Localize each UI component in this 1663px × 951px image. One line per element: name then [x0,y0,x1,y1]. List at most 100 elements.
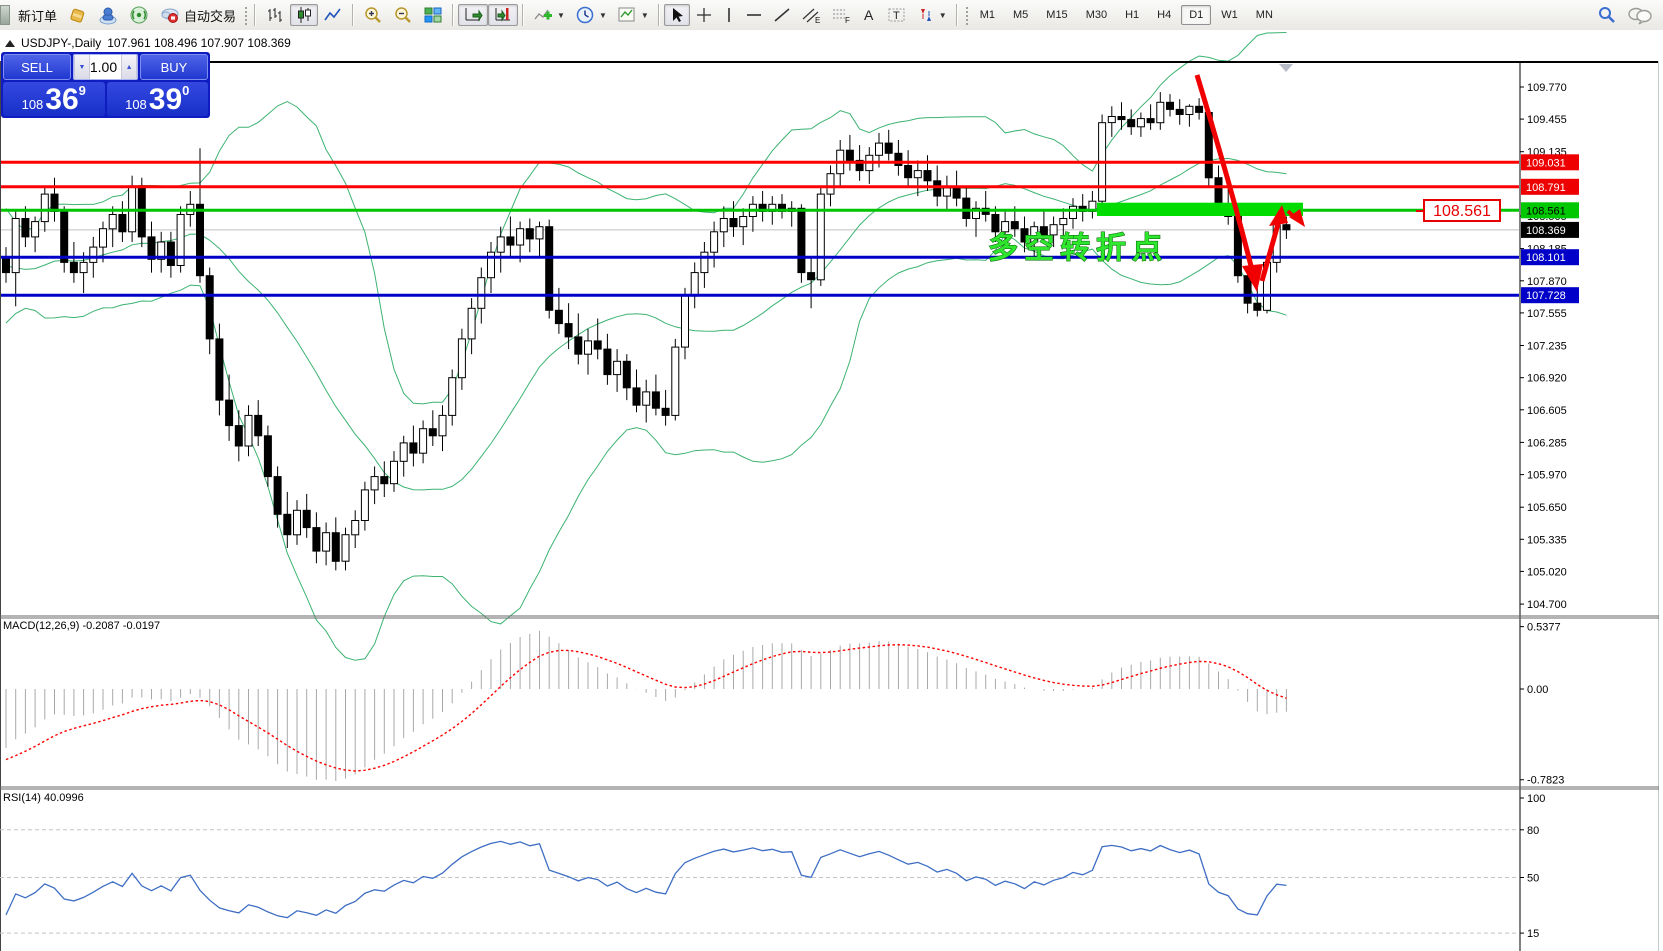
price-tick-label: 109.455 [1527,114,1567,126]
sell-button[interactable]: SELL [3,54,71,80]
toolbar-separator [657,4,660,26]
up-arrow-line[interactable] [1259,223,1281,282]
chart-ohlc-values: 107.961 108.496 107.907 108.369 [107,36,291,50]
auto-trading-label: 自动交易 [184,8,237,24]
signals-button[interactable] [124,4,154,26]
candlestick-button[interactable] [290,4,319,26]
price-tick-label: 104.700 [1527,599,1567,611]
toolbar-drag-handle[interactable] [963,5,969,25]
new-order-button[interactable]: 新订单 [13,4,62,26]
templates-button[interactable]: ▼ [612,4,654,26]
price-marker-108.101 [1521,249,1579,266]
price-marker-108.561 [1521,202,1579,219]
timeframe-h1-button[interactable]: H1 [1125,9,1140,21]
chevron-down-icon[interactable]: ▼ [640,10,649,20]
price-chart[interactable]: 多空转折点108.561109.770109.455109.135108.505… [0,30,1663,951]
toolbar-separator [955,4,958,26]
price-marker-108.369 [1521,221,1579,238]
price-callout-box[interactable] [1423,199,1501,222]
volume-up-button[interactable]: ▲ [121,55,137,79]
down-arrow-line[interactable] [1194,74,1255,271]
line-chart-button[interactable] [318,4,348,26]
cursor-icon [672,8,683,22]
svg-text:F: F [845,16,850,24]
sell-price[interactable]: 108 36 9 [3,82,105,116]
search-icon[interactable] [1597,5,1617,25]
rsi-tick-label: 50 [1527,873,1539,885]
arrows-button[interactable]: ▼ [912,4,952,26]
market-button[interactable] [62,4,92,26]
price-marker-109.031 [1521,154,1579,171]
turning-point-annotation[interactable]: 多空转折点 [988,232,1168,266]
crosshair-icon [696,8,711,22]
collapse-panel-icon[interactable] [5,39,15,47]
periods-icon [576,6,594,24]
channel-button[interactable]: E [796,4,826,26]
buy-button[interactable]: BUY [140,54,208,80]
price-marker-label: 108.791 [1526,182,1566,194]
bollinger-upper-band [5,32,1287,405]
text-label-button[interactable]: T [882,4,912,26]
tile-windows-icon [424,7,442,23]
vertical-line-icon [727,8,730,22]
timeframe-m5-button[interactable]: M5 [1013,9,1029,21]
horizontal-line-button[interactable] [740,4,768,26]
text-button[interactable]: A [856,4,882,26]
zoom-in-button[interactable] [358,4,388,26]
trend-line-button[interactable] [768,4,796,26]
bar-chart-icon [268,8,283,22]
support-zone-rectangle[interactable] [1097,202,1303,216]
tile-windows-button[interactable] [418,4,448,26]
auto-scroll-button[interactable] [458,4,489,26]
svg-text:A: A [864,7,874,23]
chat-icon[interactable] [1627,5,1653,25]
zoom-out-button[interactable] [388,4,418,26]
macd-tick-label: -0.7823 [1527,775,1564,787]
auto-trading-icon [161,8,179,23]
new-order-label: 新订单 [18,8,58,24]
chevron-down-icon[interactable]: ▼ [598,10,607,20]
svg-text:E: E [815,16,820,24]
chart-shift-icon [495,8,511,22]
up-arrowhead-icon [1269,205,1288,226]
buy-price[interactable]: 108 39 0 [106,82,208,116]
crosshair-button[interactable] [690,4,718,26]
fibonacci-button[interactable]: F [826,4,856,26]
chart-shift-button[interactable] [488,4,519,26]
indicators-icon [534,9,553,20]
vertical-line-button[interactable] [718,4,740,26]
chart-window[interactable]: 多空转折点108.561109.770109.455109.135108.505… [0,30,1663,951]
chevron-down-icon[interactable]: ▼ [557,10,565,20]
indicators-button[interactable]: ▼ [528,4,570,26]
line-chart-icon [324,8,341,21]
rsi-tick-label: 80 [1527,825,1539,837]
volume-down-button[interactable]: ▼ [74,55,90,79]
rsi-label: RSI(14) 40.0996 [3,792,84,804]
virtual-hosting-button[interactable] [92,4,124,26]
timeframe-h4-button[interactable]: H4 [1157,9,1172,21]
macd-histogram [5,630,1287,781]
timeframe-d1-button[interactable]: D1 [1181,5,1212,25]
price-marker-label: 108.101 [1526,252,1566,264]
bar-chart-button[interactable] [260,4,290,26]
down-arrowhead-icon [1242,264,1263,292]
auto-trading-button[interactable]: 自动交易 [154,4,241,26]
price-marker-107.728 [1521,287,1579,304]
timeframe-m1-button[interactable]: M1 [979,9,995,21]
sell-price-sup: 9 [78,83,86,98]
timeframe-m15-button[interactable]: M15 [1046,9,1068,21]
volume-input[interactable]: 1.00 [89,59,118,75]
periods-button[interactable]: ▼ [570,4,612,26]
cursor-button[interactable] [663,4,690,26]
timeframe-w1-button[interactable]: W1 [1221,9,1238,21]
text-label-icon: T [888,8,905,22]
price-tick-label: 105.650 [1527,502,1567,514]
zoom-out-icon [395,7,411,23]
macd-signal-line [5,643,1287,772]
chevron-down-icon[interactable]: ▼ [938,10,947,20]
toolbar-drag-handle[interactable] [243,5,249,25]
buy-price-big: 39 [148,83,183,116]
timeframe-mn-button[interactable]: MN [1255,9,1273,21]
timeframe-m30-button[interactable]: M30 [1085,9,1108,21]
trend-line-icon [774,8,790,22]
